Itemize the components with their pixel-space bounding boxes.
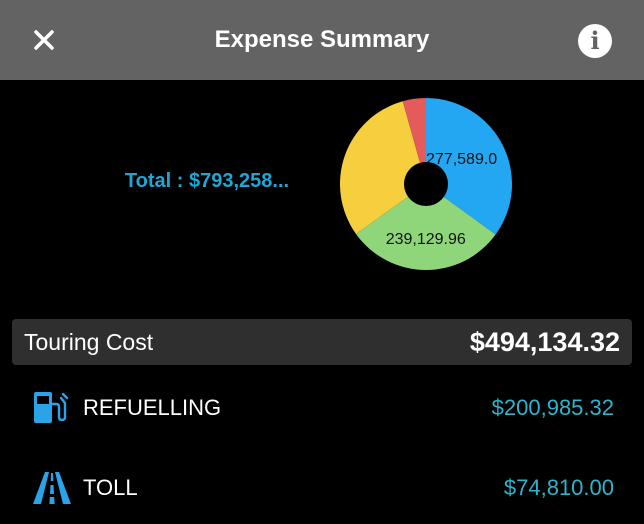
row-label: REFUELLING <box>83 395 222 420</box>
close-icon <box>34 30 54 50</box>
close-button[interactable] <box>24 20 64 60</box>
touring-cost-header: Touring Cost $494,134.32 <box>12 319 632 365</box>
pie-slice-3[interactable] <box>402 98 426 184</box>
pie-slice-2[interactable] <box>340 101 426 234</box>
row-amount: $200,985.32 <box>491 395 614 420</box>
donut-hole <box>404 162 448 206</box>
pie-slice-label-0: 277,589.0 <box>426 151 497 168</box>
fuel-pump-icon <box>34 392 69 423</box>
pie-slice-label-1: 239,129.96 <box>386 231 466 248</box>
top-bar: Expense Summary i <box>0 0 644 80</box>
expense-row-refuelling[interactable]: REFUELLING $200,985.32 <box>0 378 644 438</box>
row-label: TOLL <box>83 475 138 500</box>
page-title: Expense Summary <box>214 26 430 53</box>
road-icon <box>33 472 71 504</box>
section-label: Touring Cost <box>24 329 154 355</box>
expense-pie-chart[interactable]: 277,589.0 239,129.96 <box>336 94 516 274</box>
section-total: $494,134.32 <box>469 327 620 357</box>
info-button[interactable]: i <box>578 24 612 58</box>
total-amount: Total : $793,258... <box>124 170 290 192</box>
pie-slice-1[interactable] <box>355 184 496 270</box>
row-amount: $74,810.00 <box>503 475 614 500</box>
expense-row-toll[interactable]: TOLL $74,810.00 <box>0 458 644 518</box>
info-icon: i <box>590 26 600 55</box>
pie-slice-0[interactable] <box>426 98 512 235</box>
